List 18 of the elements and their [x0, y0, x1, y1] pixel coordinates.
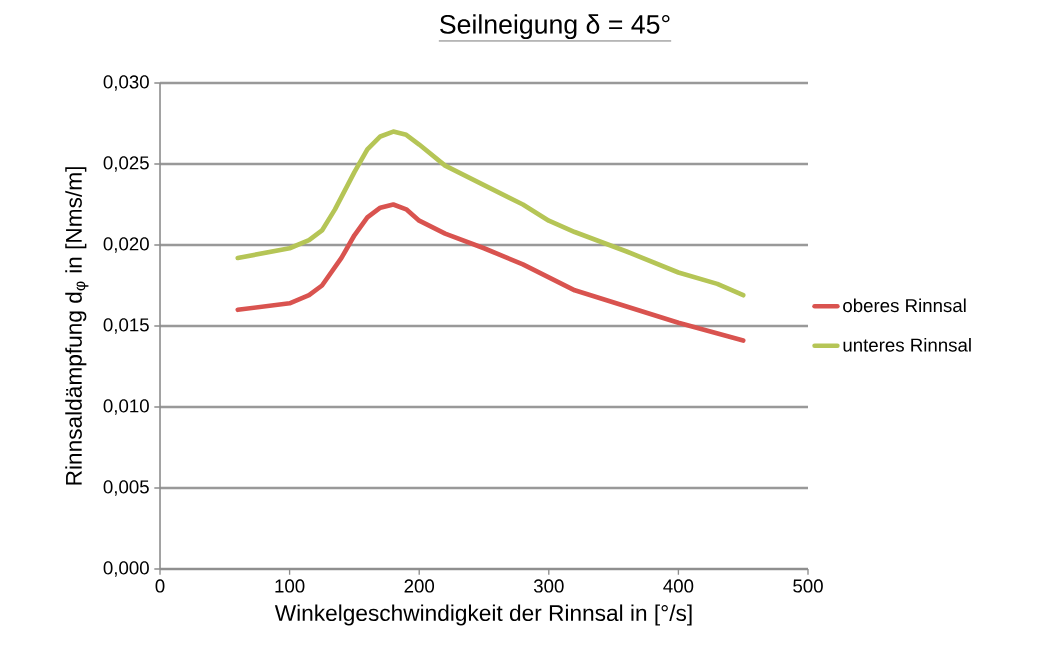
x-axis-title: Winkelgeschwindigkeit der Rinnsal in [°/s]	[274, 604, 692, 626]
x-tick-label: 400	[663, 579, 694, 593]
y-tick-label: 0,025	[103, 156, 149, 172]
legend-label: unteres Rinnsal	[843, 337, 971, 352]
y-tick-label: 0,005	[103, 480, 149, 496]
y-axis-title: Rinnsaldämpfung d$_{φ}$ in [Nms/m]	[65, 167, 89, 485]
y-tick-label: 0,000	[103, 561, 149, 577]
x-tick-label: 300	[533, 579, 564, 593]
x-tick-label: 500	[793, 579, 823, 593]
y-tick-label: 0,020	[103, 237, 149, 253]
x-tick-label: 200	[404, 579, 435, 593]
y-tick-label: 0,030	[103, 75, 149, 91]
y-tick-label: 0,015	[103, 318, 149, 334]
x-tick-label: 0	[155, 579, 165, 593]
x-tick-label: 100	[275, 579, 305, 593]
y-tick-label: 0,010	[103, 399, 149, 415]
legend-label: oberes Rinnsal	[843, 298, 966, 313]
chart-title: Seilneigung δ = 45°	[440, 14, 670, 40]
